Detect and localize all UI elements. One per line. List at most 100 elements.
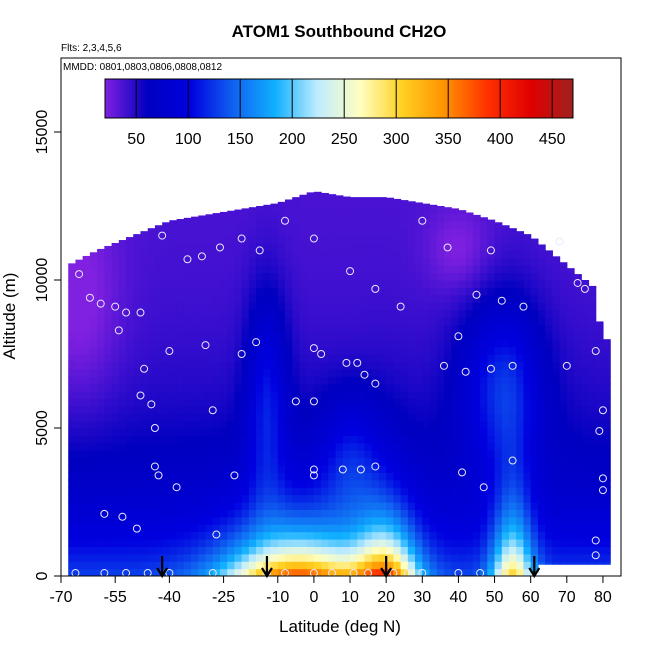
heatmap-cell <box>371 368 380 377</box>
sample-point <box>562 361 571 370</box>
heatmap-cell <box>299 442 308 451</box>
heatmap-cell <box>285 354 293 362</box>
heatmap-cell <box>82 255 91 259</box>
heatmap-cell <box>183 442 192 451</box>
heatmap-cell <box>443 561 452 570</box>
heatmap-cell <box>458 376 467 385</box>
heatmap-cell <box>537 553 546 562</box>
heatmap-cell <box>342 368 351 377</box>
heatmap-cell <box>422 376 431 385</box>
heatmap-cell <box>198 272 207 281</box>
heatmap-cell <box>378 257 387 266</box>
heatmap-cell <box>277 287 286 296</box>
heatmap-cell <box>147 398 156 407</box>
heatmap-cell <box>566 309 575 318</box>
heatmap-cell <box>566 524 575 533</box>
heatmap-cell <box>552 309 561 318</box>
heatmap-cell <box>183 272 192 281</box>
heatmap-cell <box>292 428 301 436</box>
heatmap-cell <box>140 265 149 274</box>
heatmap-cell <box>350 420 358 429</box>
heatmap-cell <box>118 405 127 414</box>
heatmap-cell <box>415 391 423 399</box>
heatmap-cell <box>111 339 120 348</box>
heatmap-cell <box>574 391 582 399</box>
heatmap-cell <box>530 398 539 407</box>
heatmap-cell <box>277 546 286 555</box>
heatmap-cell <box>183 324 192 333</box>
heatmap-cell <box>299 561 308 570</box>
heatmap-cell <box>422 524 431 533</box>
heatmap-cell <box>198 309 207 318</box>
heatmap-cell <box>285 472 293 481</box>
heatmap-cell <box>234 209 243 214</box>
heatmap-cell <box>328 516 337 525</box>
heatmap-cell <box>263 435 272 444</box>
heatmap-cell <box>270 450 279 459</box>
heatmap-cell <box>277 294 286 303</box>
heatmap-cell <box>183 539 192 547</box>
sample-point <box>136 391 145 400</box>
heatmap-cell <box>89 479 98 488</box>
heatmap-cell <box>559 368 568 377</box>
heatmap-cell <box>342 213 351 222</box>
heatmap-cell <box>530 442 539 451</box>
heatmap-cell <box>198 331 207 340</box>
heatmap-cell <box>364 294 373 303</box>
heatmap-cell <box>436 346 445 355</box>
heatmap-cell <box>111 354 120 362</box>
heatmap-cell <box>205 220 214 229</box>
heatmap-cell <box>588 368 597 377</box>
heatmap-cell <box>256 309 264 318</box>
heatmap-cell <box>393 213 402 222</box>
heatmap-cell <box>566 457 575 466</box>
heatmap-cell <box>133 272 142 281</box>
heatmap-cell <box>75 561 84 570</box>
heatmap-cell <box>111 435 120 444</box>
heatmap-cell <box>545 435 553 444</box>
heatmap-cell <box>198 494 207 503</box>
heatmap-cell <box>321 553 329 562</box>
heatmap-cell <box>552 450 561 459</box>
heatmap-cell <box>198 487 207 496</box>
heatmap-cell <box>147 309 156 318</box>
heatmap-cell <box>212 257 221 266</box>
heatmap-cell <box>75 398 84 407</box>
heatmap-cell <box>270 294 279 303</box>
heatmap-cell <box>523 561 532 570</box>
heatmap-cell <box>256 413 264 422</box>
heatmap-cell <box>263 346 272 355</box>
heatmap-cell <box>559 262 568 266</box>
heatmap-cell <box>205 465 214 473</box>
heatmap-cell <box>378 487 387 496</box>
heatmap-cell <box>357 257 366 266</box>
heatmap-cell <box>595 361 604 370</box>
heatmap-cell <box>147 524 156 533</box>
heatmap-cell <box>212 324 221 333</box>
heatmap-cell <box>581 324 590 333</box>
heatmap-cell <box>97 250 105 259</box>
heatmap-cell <box>277 265 286 274</box>
heatmap-cell <box>530 354 539 362</box>
heatmap-cell <box>415 235 423 244</box>
heatmap-cell <box>227 413 236 422</box>
heatmap-cell <box>400 465 409 473</box>
heatmap-cell <box>415 413 423 422</box>
heatmap-cell <box>487 561 496 570</box>
heatmap-cell <box>68 428 77 436</box>
heatmap-cell <box>270 435 279 444</box>
heatmap-cell <box>169 391 178 399</box>
heatmap-cell <box>393 294 402 303</box>
heatmap-cell <box>328 213 337 222</box>
heatmap-cell <box>104 413 113 422</box>
heatmap-cell <box>422 309 431 318</box>
heatmap-cell <box>501 272 510 281</box>
heatmap-cell <box>227 257 236 266</box>
heatmap-cell <box>154 294 163 303</box>
heatmap-cell <box>97 248 105 251</box>
heatmap-cell <box>89 383 98 392</box>
heatmap-cell <box>133 435 142 444</box>
heatmap-cell <box>191 516 199 525</box>
heatmap-cell <box>219 546 228 555</box>
heatmap-cell <box>140 339 149 348</box>
